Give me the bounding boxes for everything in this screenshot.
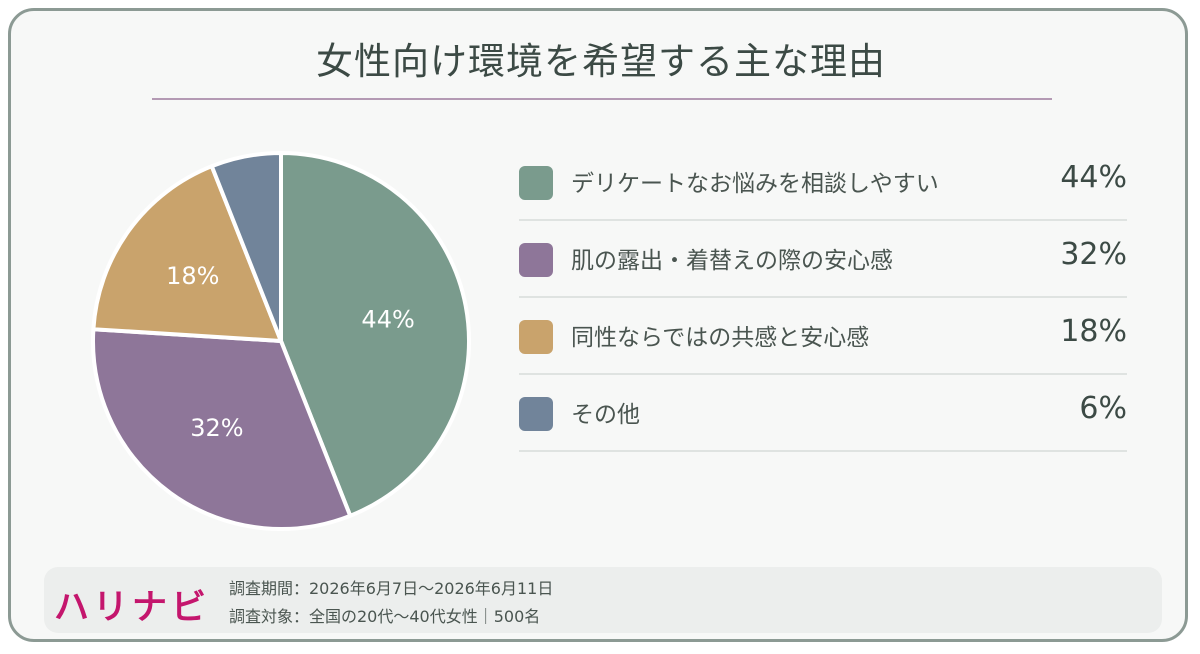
legend-item: その他 6% bbox=[519, 375, 1127, 452]
chart-title: 女性向け環境を希望する主な理由 bbox=[316, 40, 886, 83]
title-divider bbox=[152, 98, 1052, 100]
legend-swatch bbox=[519, 320, 553, 354]
legend-value: 44% bbox=[1060, 160, 1127, 195]
legend-label: 肌の露出・着替えの際の安心感 bbox=[571, 248, 893, 274]
legend-value: 32% bbox=[1060, 237, 1127, 272]
legend-value: 6% bbox=[1079, 391, 1127, 426]
survey-footer: ハリナビ 調査期間：2026年6月7日～2026年6月11日 調査対象：全国の2… bbox=[44, 567, 1162, 633]
pie-slice-label-2: 32% bbox=[190, 414, 243, 442]
legend-label: その他 bbox=[571, 402, 640, 428]
legend-value: 18% bbox=[1060, 314, 1127, 349]
chart-card: 女性向け環境を希望する主な理由 44% 32% 18% デリケートなお悩みを相談しや… bbox=[8, 8, 1188, 642]
legend-swatch bbox=[519, 243, 553, 277]
survey-target: 調査対象：全国の20代～40代女性｜500名 bbox=[229, 607, 541, 626]
pie-slice-4 bbox=[209, 151, 283, 343]
survey-period: 調査期間：2026年6月7日～2026年6月11日 bbox=[229, 579, 554, 598]
pie-slice-2 bbox=[91, 327, 353, 531]
legend-item: 同性ならではの共感と安心感 18% bbox=[519, 298, 1127, 375]
legend-swatch bbox=[519, 397, 553, 431]
pie-chart: 44% 32% 18% bbox=[91, 151, 471, 531]
legend-item: 肌の露出・着替えの際の安心感 32% bbox=[519, 221, 1127, 298]
chart-legend: デリケートなお悩みを相談しやすい 44% 肌の露出・着替えの際の安心感 32% 同性なら… bbox=[519, 144, 1127, 452]
legend-swatch bbox=[519, 166, 553, 200]
pie-slice-3 bbox=[91, 164, 283, 343]
legend-item: デリケートなお悩みを相談しやすい 44% bbox=[519, 144, 1127, 221]
pie-slice-1 bbox=[279, 151, 471, 518]
pie-slice-label-1: 44% bbox=[361, 306, 414, 334]
brand-logo: ハリナビ bbox=[54, 588, 211, 628]
pie-slice-label-3: 18% bbox=[166, 262, 219, 290]
legend-label: デリケートなお悩みを相談しやすい bbox=[571, 171, 939, 197]
legend-label: 同性ならではの共感と安心感 bbox=[571, 325, 870, 351]
